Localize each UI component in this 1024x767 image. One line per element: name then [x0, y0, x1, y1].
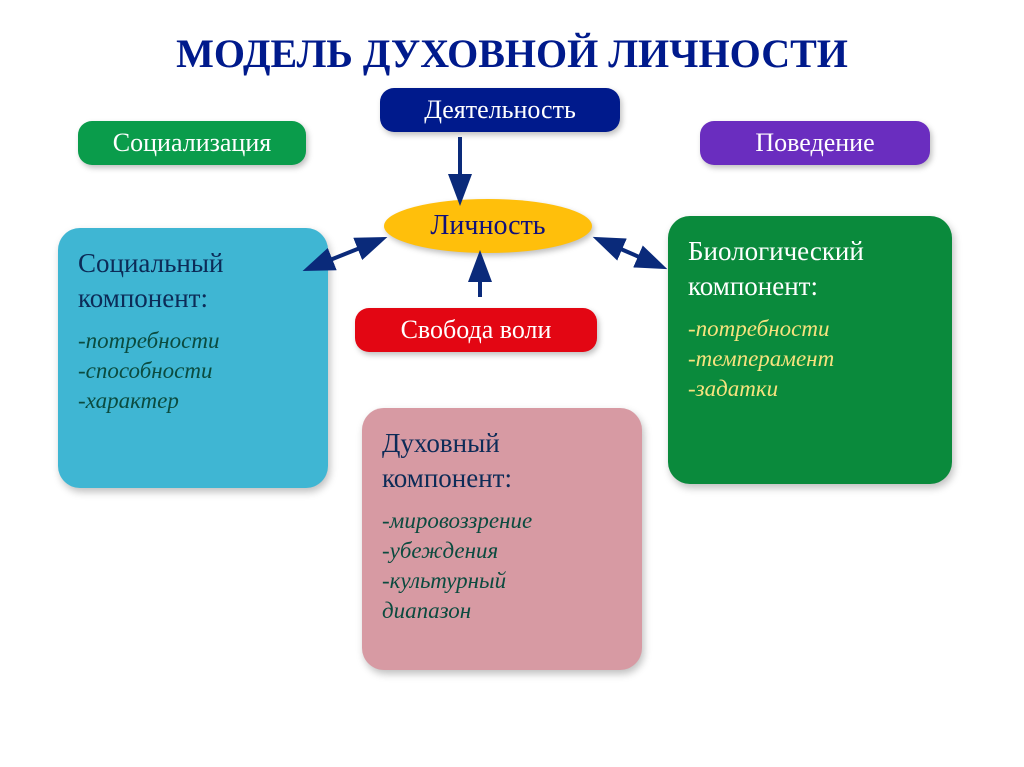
card-item: -характер: [78, 386, 312, 416]
center-oval-personality: Личность: [384, 199, 592, 253]
pill-label: Деятельность: [424, 95, 576, 124]
pill-label: Свобода воли: [401, 315, 552, 344]
card-items: -мировоззрение-убеждения-культурныйдиапа…: [382, 506, 626, 626]
page-title: МОДЕЛЬ ДУХОВНОЙ ЛИЧНОСТИ: [0, 30, 1024, 77]
card-item: -темперамент: [688, 344, 936, 374]
card-item: -культурный: [382, 566, 626, 596]
pill-behavior: Поведение: [700, 121, 930, 165]
card-biological-component: Биологический компонент: -потребности-те…: [668, 216, 952, 484]
card-item: -потребности: [688, 314, 936, 344]
card-items: -потребности-способности-характер: [78, 326, 312, 416]
card-social-component: Социальный компонент: -потребности-спосо…: [58, 228, 328, 488]
card-item: -способности: [78, 356, 312, 386]
pill-label: Социализация: [113, 128, 271, 157]
card-items: -потребности-темперамент-задатки: [688, 314, 936, 404]
card-item: -убеждения: [382, 536, 626, 566]
card-item: -потребности: [78, 326, 312, 356]
card-title: Биологический компонент:: [688, 234, 936, 304]
pill-socialization: Социализация: [78, 121, 306, 165]
card-item: -мировоззрение: [382, 506, 626, 536]
oval-label: Личность: [430, 210, 545, 241]
card-item: -задатки: [688, 374, 936, 404]
pill-label: Поведение: [755, 128, 874, 157]
pill-activity: Деятельность: [380, 88, 620, 132]
card-spiritual-component: Духовный компонент: -мировоззрение-убежд…: [362, 408, 642, 670]
card-title: Духовный компонент:: [382, 426, 626, 496]
pill-free-will: Свобода воли: [355, 308, 597, 352]
card-item: диапазон: [382, 596, 626, 626]
card-title: Социальный компонент:: [78, 246, 312, 316]
